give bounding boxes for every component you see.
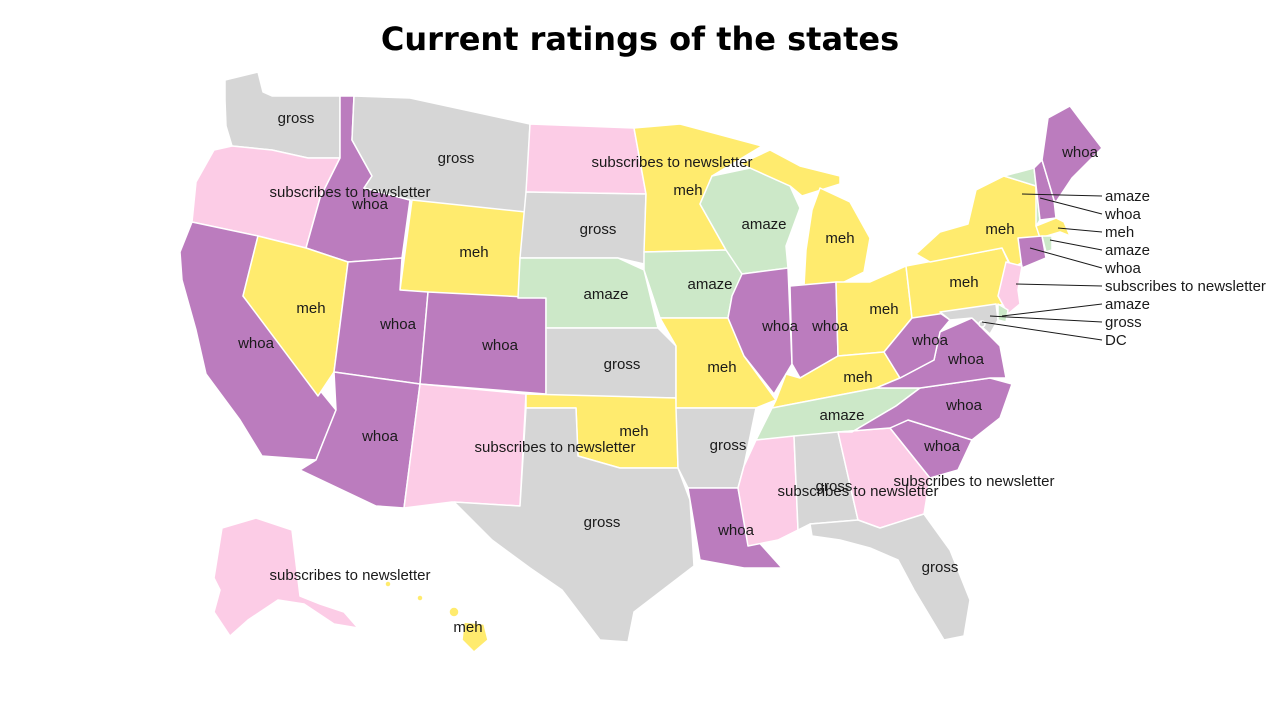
callout-ct: whoa <box>1104 260 1142 277</box>
callout-vt: amaze <box>1105 188 1150 205</box>
label-la: whoa <box>717 522 755 539</box>
callout-nj: subscribes to newsletter <box>1105 278 1266 295</box>
label-co: whoa <box>481 337 519 354</box>
label-nm: subscribes to newsletter <box>475 439 636 456</box>
label-mi: meh <box>825 230 854 247</box>
callout-labels: amaze whoa meh amaze whoa subscribes to … <box>1104 188 1266 349</box>
label-id: whoa <box>351 196 389 213</box>
label-or: subscribes to newsletter <box>270 184 431 201</box>
label-pa: meh <box>949 274 978 291</box>
label-tx: gross <box>584 514 621 531</box>
label-mt: gross <box>438 150 475 167</box>
callout-de: amaze <box>1105 296 1150 313</box>
label-ok: meh <box>619 423 648 440</box>
label-wy: meh <box>459 244 488 261</box>
label-ga: subscribes to newsletter <box>894 473 1055 490</box>
callout-ri: amaze <box>1105 242 1150 259</box>
state-hi-maui[interactable] <box>448 606 460 618</box>
label-nv: meh <box>296 300 325 317</box>
state-fl[interactable] <box>809 513 971 641</box>
state-ri[interactable] <box>1041 235 1053 253</box>
label-oh: meh <box>869 301 898 318</box>
state-nj[interactable] <box>997 261 1023 315</box>
label-me: whoa <box>1061 144 1099 161</box>
label-wv: whoa <box>911 332 949 349</box>
callout-md: gross <box>1105 314 1142 331</box>
state-labels: gross subscribes to newsletter whoa whoa… <box>237 110 1099 636</box>
label-ky: meh <box>843 369 872 386</box>
state-hi-kauai[interactable] <box>384 580 392 588</box>
label-hi: meh <box>453 619 482 636</box>
label-ak: subscribes to newsletter <box>270 567 431 584</box>
state-ma[interactable] <box>1035 217 1071 239</box>
state-ak[interactable] <box>213 517 359 637</box>
callout-dc: DC <box>1105 332 1127 349</box>
callout-leaders <box>981 193 1103 341</box>
map-title: Current ratings of the states <box>380 20 900 58</box>
label-az: whoa <box>361 428 399 445</box>
state-sd[interactable] <box>519 191 647 265</box>
state-hi-oahu[interactable] <box>416 594 424 602</box>
label-ia: amaze <box>687 276 732 293</box>
label-ny: meh <box>985 221 1014 238</box>
label-ca: whoa <box>237 335 275 352</box>
state-nh[interactable] <box>1033 159 1057 221</box>
label-ne: amaze <box>583 286 628 303</box>
state-mi-upper[interactable] <box>739 149 841 197</box>
label-va: whoa <box>947 351 985 368</box>
label-wa: gross <box>278 110 315 127</box>
label-ut: whoa <box>379 316 417 333</box>
label-mo: meh <box>707 359 736 376</box>
state-tx[interactable] <box>453 407 695 643</box>
label-ar: gross <box>710 437 747 454</box>
label-sd: gross <box>580 221 617 238</box>
state-il[interactable] <box>727 267 793 395</box>
label-nd: subscribes to newsletter <box>592 154 753 171</box>
label-tn: amaze <box>819 407 864 424</box>
label-al: gross <box>816 478 853 495</box>
label-ks: gross <box>604 356 641 373</box>
state-hi-big-island[interactable] <box>461 621 489 653</box>
label-wi: amaze <box>741 216 786 233</box>
callout-nh: whoa <box>1104 206 1142 223</box>
label-sc: whoa <box>923 438 961 455</box>
state-me[interactable] <box>1041 105 1103 203</box>
state-ct[interactable] <box>1017 235 1047 269</box>
label-nc: whoa <box>945 397 983 414</box>
label-fl: gross <box>922 559 959 576</box>
label-il: whoa <box>761 318 799 335</box>
label-in: whoa <box>811 318 849 335</box>
callout-ma: meh <box>1105 224 1134 241</box>
label-mn: meh <box>673 182 702 199</box>
state-nc[interactable] <box>837 377 1013 441</box>
state-vt[interactable] <box>1003 167 1041 227</box>
label-ms: subscribes to newsletter <box>778 483 939 500</box>
